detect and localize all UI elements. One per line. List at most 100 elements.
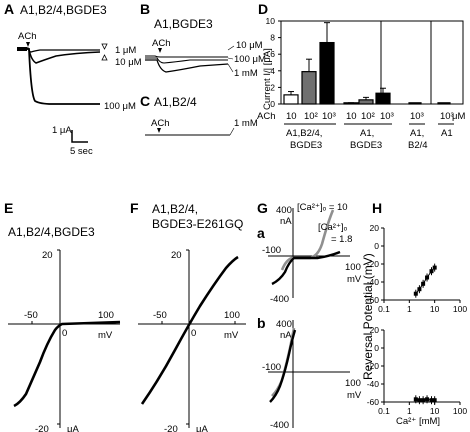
- h-xtick-label: 10: [430, 406, 440, 416]
- panel-e-title: A1,B2/4,BGDE3: [8, 225, 95, 239]
- d-group-label: B2/4: [408, 140, 428, 151]
- panel-f-xzero: 0: [191, 328, 196, 339]
- panel-b-ach-label: ACh: [152, 38, 170, 49]
- panel-h-letter: H: [372, 200, 382, 216]
- panel-g-a-curve-ca10: [280, 209, 335, 271]
- h-data-point: [421, 398, 426, 403]
- h-ytick-label: -40: [367, 277, 380, 287]
- panel-a-letter: A: [4, 1, 14, 17]
- ach-arrow-icon: [158, 48, 162, 53]
- open-arrow-icon: [101, 43, 108, 50]
- h-data-point: [432, 398, 437, 403]
- panel-a-conc-100: 100 μM: [104, 101, 136, 112]
- h-ytick-label: 0: [374, 241, 379, 251]
- panel-g-b-xneg: -100: [262, 362, 281, 373]
- ach-arrow-icon: [157, 128, 161, 133]
- h-xtick-label: 100: [453, 406, 467, 416]
- panel-e-iv-curve: [13, 320, 121, 408]
- h-data-point: [429, 269, 434, 274]
- d-xtick: 10³: [322, 111, 336, 122]
- h-ytick-label: -40: [367, 379, 380, 389]
- panel-b-conc-10: 10 μM: [236, 40, 263, 51]
- d-group-label: A1,: [410, 128, 424, 139]
- d-group-label: A1,B2/4,: [286, 128, 322, 139]
- trace-b-10uM: [145, 55, 228, 58]
- panel-d-ach-label: ACh: [257, 111, 275, 122]
- d-bar: [319, 41, 335, 105]
- panel-a-title: A1,B2/4,BGDE3: [20, 3, 107, 17]
- h-data-point: [429, 398, 434, 403]
- panel-c-leader-line: [229, 127, 235, 136]
- d-ytick-label: 10: [266, 16, 276, 26]
- h-xtick-label: 1: [407, 406, 412, 416]
- panel-g-b-ytop: 400: [276, 319, 292, 330]
- trace-b-1mM: [145, 59, 229, 73]
- h-xtick-label: 0.1: [378, 406, 390, 416]
- panel-e-ybot: -20: [35, 424, 49, 432]
- panel-h-top-ticks: 20 0 -20 -40 -600.1 1 10 100: [367, 223, 468, 314]
- trace-100uM: [27, 48, 100, 105]
- panel-h-top-points: [413, 263, 437, 298]
- h-data-point: [413, 291, 418, 296]
- panel-g-a-xpos: 100: [345, 262, 361, 273]
- h-ytick-label: -20: [367, 361, 380, 371]
- panel-g-sub-b: b: [257, 315, 266, 331]
- panel-g-b-ybot: -400: [270, 420, 289, 431]
- panel-g-b-xpos: 100: [345, 378, 361, 389]
- panel-g: G a 400 nA -400 -100 100 mV [Ca²⁺]ₒ = 10…: [257, 200, 362, 431]
- panel-f-title-1: A1,B2/4,: [152, 202, 198, 216]
- panel-b: B A1,BGDE3 ACh 10 μM 100 μM 1 mM: [140, 1, 266, 79]
- d-ytick-label: 8: [270, 33, 275, 43]
- d-ytick-label: 2: [270, 82, 275, 92]
- h-data-point: [417, 287, 422, 292]
- h-xtick-label: 0.1: [378, 304, 390, 314]
- d-xtick: 10³: [440, 111, 454, 122]
- panel-b-conc-1mM: 1 mM: [234, 68, 258, 79]
- panel-f-xunit: mV: [224, 330, 239, 341]
- panel-g-sub-a: a: [257, 225, 265, 241]
- panel-b-conc-100: 100 μM: [234, 54, 266, 65]
- panel-e-xneg: -50: [24, 310, 38, 321]
- panel-c-ach-label: ACh: [151, 118, 169, 129]
- panel-a: A A1,B2/4,BGDE3 ACh 1 μM 10 μM 100 μM 1 …: [4, 1, 142, 157]
- panel-a-conc-1: 1 μM: [115, 45, 136, 56]
- d-xtick: 10²: [361, 111, 375, 122]
- panel-b-letter: B: [140, 1, 150, 17]
- h-data-point: [425, 397, 430, 402]
- panel-c-conc: 1 mM: [234, 118, 258, 129]
- panel-h-ylabel: Reversal Potential (mV): [361, 253, 375, 380]
- panel-c: C A1,B2/4 ACh 1 mM: [140, 93, 258, 136]
- open-arrow-icon: [101, 54, 108, 61]
- panel-e-yunit: μA: [67, 424, 79, 432]
- panel-f-xneg: -50: [153, 310, 167, 321]
- d-bar: [375, 92, 391, 105]
- h-ytick-label: 20: [370, 223, 380, 233]
- d-group-label: BGDE3: [350, 140, 382, 151]
- d-ytick-label: 0: [270, 99, 275, 109]
- panel-d-yticks: 0 2 4 6 8 10: [266, 16, 281, 109]
- panel-f: F A1,B2/4, BGDE3-E261GQ 20 -20 μA -50 0 …: [130, 200, 246, 432]
- d-unit: μM: [452, 111, 465, 122]
- panel-g-letter: G: [257, 200, 268, 216]
- panel-g-b-yunit: nA: [280, 330, 292, 341]
- d-ytick-label: 4: [270, 66, 275, 76]
- panel-e-ticks: [31, 249, 116, 425]
- panel-g-ca-high: [Ca²⁺]ₒ = 10: [297, 202, 348, 213]
- panel-g-a-curve-ca18: [271, 250, 341, 286]
- panel-b-leader-lines: [227, 45, 235, 73]
- panel-e-letter: E: [4, 200, 13, 216]
- trace-10uM: [27, 48, 101, 64]
- d-xtick: 10³: [380, 111, 394, 122]
- panel-a-baseline-block: [17, 47, 27, 51]
- panel-g-b-curve-ca18: [269, 329, 297, 403]
- d-xtick: 10: [346, 111, 357, 122]
- d-bar: [301, 71, 317, 105]
- panel-a-scale-x: 5 sec: [70, 146, 93, 157]
- panel-h-xlabel: Ca²⁺ [mM]: [396, 416, 440, 427]
- h-ytick-label: 0: [374, 343, 379, 353]
- panel-g-b-xunit: mV: [347, 390, 362, 401]
- panel-g-ca-low-2: = 1.8: [331, 234, 352, 245]
- panel-d-ylabel: Current I/| [μA]: [262, 48, 273, 110]
- panel-f-letter: F: [130, 200, 139, 216]
